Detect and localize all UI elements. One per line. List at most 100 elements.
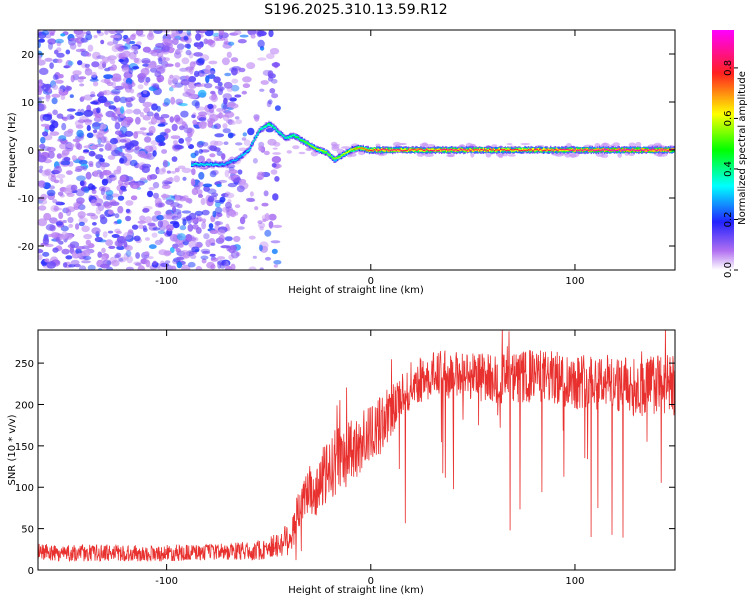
noise-blob <box>222 123 228 129</box>
noise-blob <box>75 223 80 230</box>
ridge-segment <box>354 148 356 151</box>
noise-blob <box>178 138 185 144</box>
noise-blob <box>252 255 257 259</box>
noise-blob <box>264 256 272 261</box>
noise-blob <box>170 135 181 140</box>
noise-blob <box>125 109 134 114</box>
ridge-segment <box>661 148 663 151</box>
noise-blob <box>54 49 59 55</box>
noise-blob <box>235 142 243 146</box>
noise-blob <box>100 162 106 170</box>
noise-blob <box>169 247 175 253</box>
ridge-segment <box>632 149 634 151</box>
ridge-segment <box>438 148 440 151</box>
ridge-segment <box>567 148 569 150</box>
noise-blob <box>144 145 154 153</box>
noise-blob <box>175 48 183 54</box>
ridge-segment <box>470 150 472 152</box>
ridge-segment <box>289 136 291 139</box>
noise-blob <box>195 84 203 88</box>
noise-blob <box>49 131 60 137</box>
noise-blob <box>258 244 263 252</box>
colorbar-ticks: 0.0 0.2 0.4 0.6 0.8 <box>723 60 738 278</box>
ridge-segment <box>629 149 632 151</box>
ridge-segment <box>358 148 361 150</box>
noise-blob <box>145 259 151 268</box>
colorbar: 0.0 0.2 0.4 0.6 0.8 Normalized spectral ampl… <box>712 30 748 278</box>
noise-blob <box>123 241 128 248</box>
noise-blob <box>162 159 168 168</box>
noise-blob <box>41 30 50 36</box>
ridge-segment <box>205 163 208 166</box>
noise-blob <box>186 237 197 241</box>
noise-blob <box>506 143 513 146</box>
noise-blob <box>185 75 190 80</box>
noise-blob <box>198 148 203 154</box>
ridge-segment <box>624 149 627 151</box>
ridge-segment <box>666 150 668 152</box>
ridge-segment <box>346 150 349 153</box>
noise-blob <box>91 71 97 78</box>
noise-blob <box>269 88 276 94</box>
noise-blob <box>154 112 160 119</box>
ridge-segment <box>452 149 454 151</box>
ridge-segment <box>363 148 366 150</box>
ridge-segment <box>474 149 476 151</box>
noise-blob <box>228 103 239 109</box>
noise-blob <box>166 170 171 174</box>
ridge-segment <box>537 148 540 151</box>
noise-blob <box>43 212 52 221</box>
ridge-segment <box>580 148 583 151</box>
ridge-segment <box>295 135 297 139</box>
noise-blob <box>92 122 101 127</box>
noise-blob <box>271 248 278 255</box>
ridge-segment <box>444 148 447 153</box>
noise-blob <box>168 79 173 86</box>
ridge-segment <box>654 149 656 152</box>
noise-blob <box>181 264 191 270</box>
noise-blob <box>70 184 78 191</box>
noise-blob <box>272 224 283 228</box>
noise-blob <box>125 208 131 213</box>
noise-blob <box>113 35 121 39</box>
noise-blob <box>185 235 195 239</box>
noise-blob <box>183 127 193 134</box>
ridge-segment <box>421 149 423 152</box>
ridge-segment <box>395 149 398 151</box>
noise-blob <box>125 73 132 78</box>
ridge-segment <box>650 149 652 152</box>
noise-blob <box>66 192 75 197</box>
noise-blob <box>242 132 247 137</box>
ridge-segment <box>427 149 429 152</box>
ridge-segment <box>232 159 235 164</box>
noise-blob <box>292 145 300 150</box>
noise-blob <box>92 133 98 137</box>
noise-blob <box>55 237 61 243</box>
noise-blob <box>79 83 85 87</box>
ridge-segment <box>481 149 483 152</box>
ridge-segment <box>459 148 461 150</box>
ridge-segment <box>406 149 409 153</box>
ridge-segment <box>406 147 409 152</box>
noise-blob <box>77 211 86 219</box>
ridge-segment <box>398 149 400 151</box>
noise-blob <box>170 265 177 270</box>
ridge-segment <box>649 148 651 150</box>
noise-blob <box>68 223 74 228</box>
noise-blob <box>50 32 55 36</box>
ridge-segment <box>458 150 460 152</box>
ridge-segment <box>602 149 605 151</box>
snr-xlabel: Height of straight line (km) <box>288 585 424 596</box>
noise-blob <box>202 183 213 188</box>
ridge-segment <box>341 154 344 156</box>
ridge-segment <box>507 148 509 151</box>
ridge-segment <box>548 149 551 151</box>
ridge-segment <box>376 149 378 152</box>
noise-blob <box>239 34 249 38</box>
ridge-segment <box>262 127 264 130</box>
noise-blob <box>38 254 43 261</box>
ridge-segment <box>275 129 277 131</box>
noise-blob <box>45 94 50 102</box>
noise-blob <box>198 140 205 146</box>
ridge-segment <box>618 148 620 150</box>
